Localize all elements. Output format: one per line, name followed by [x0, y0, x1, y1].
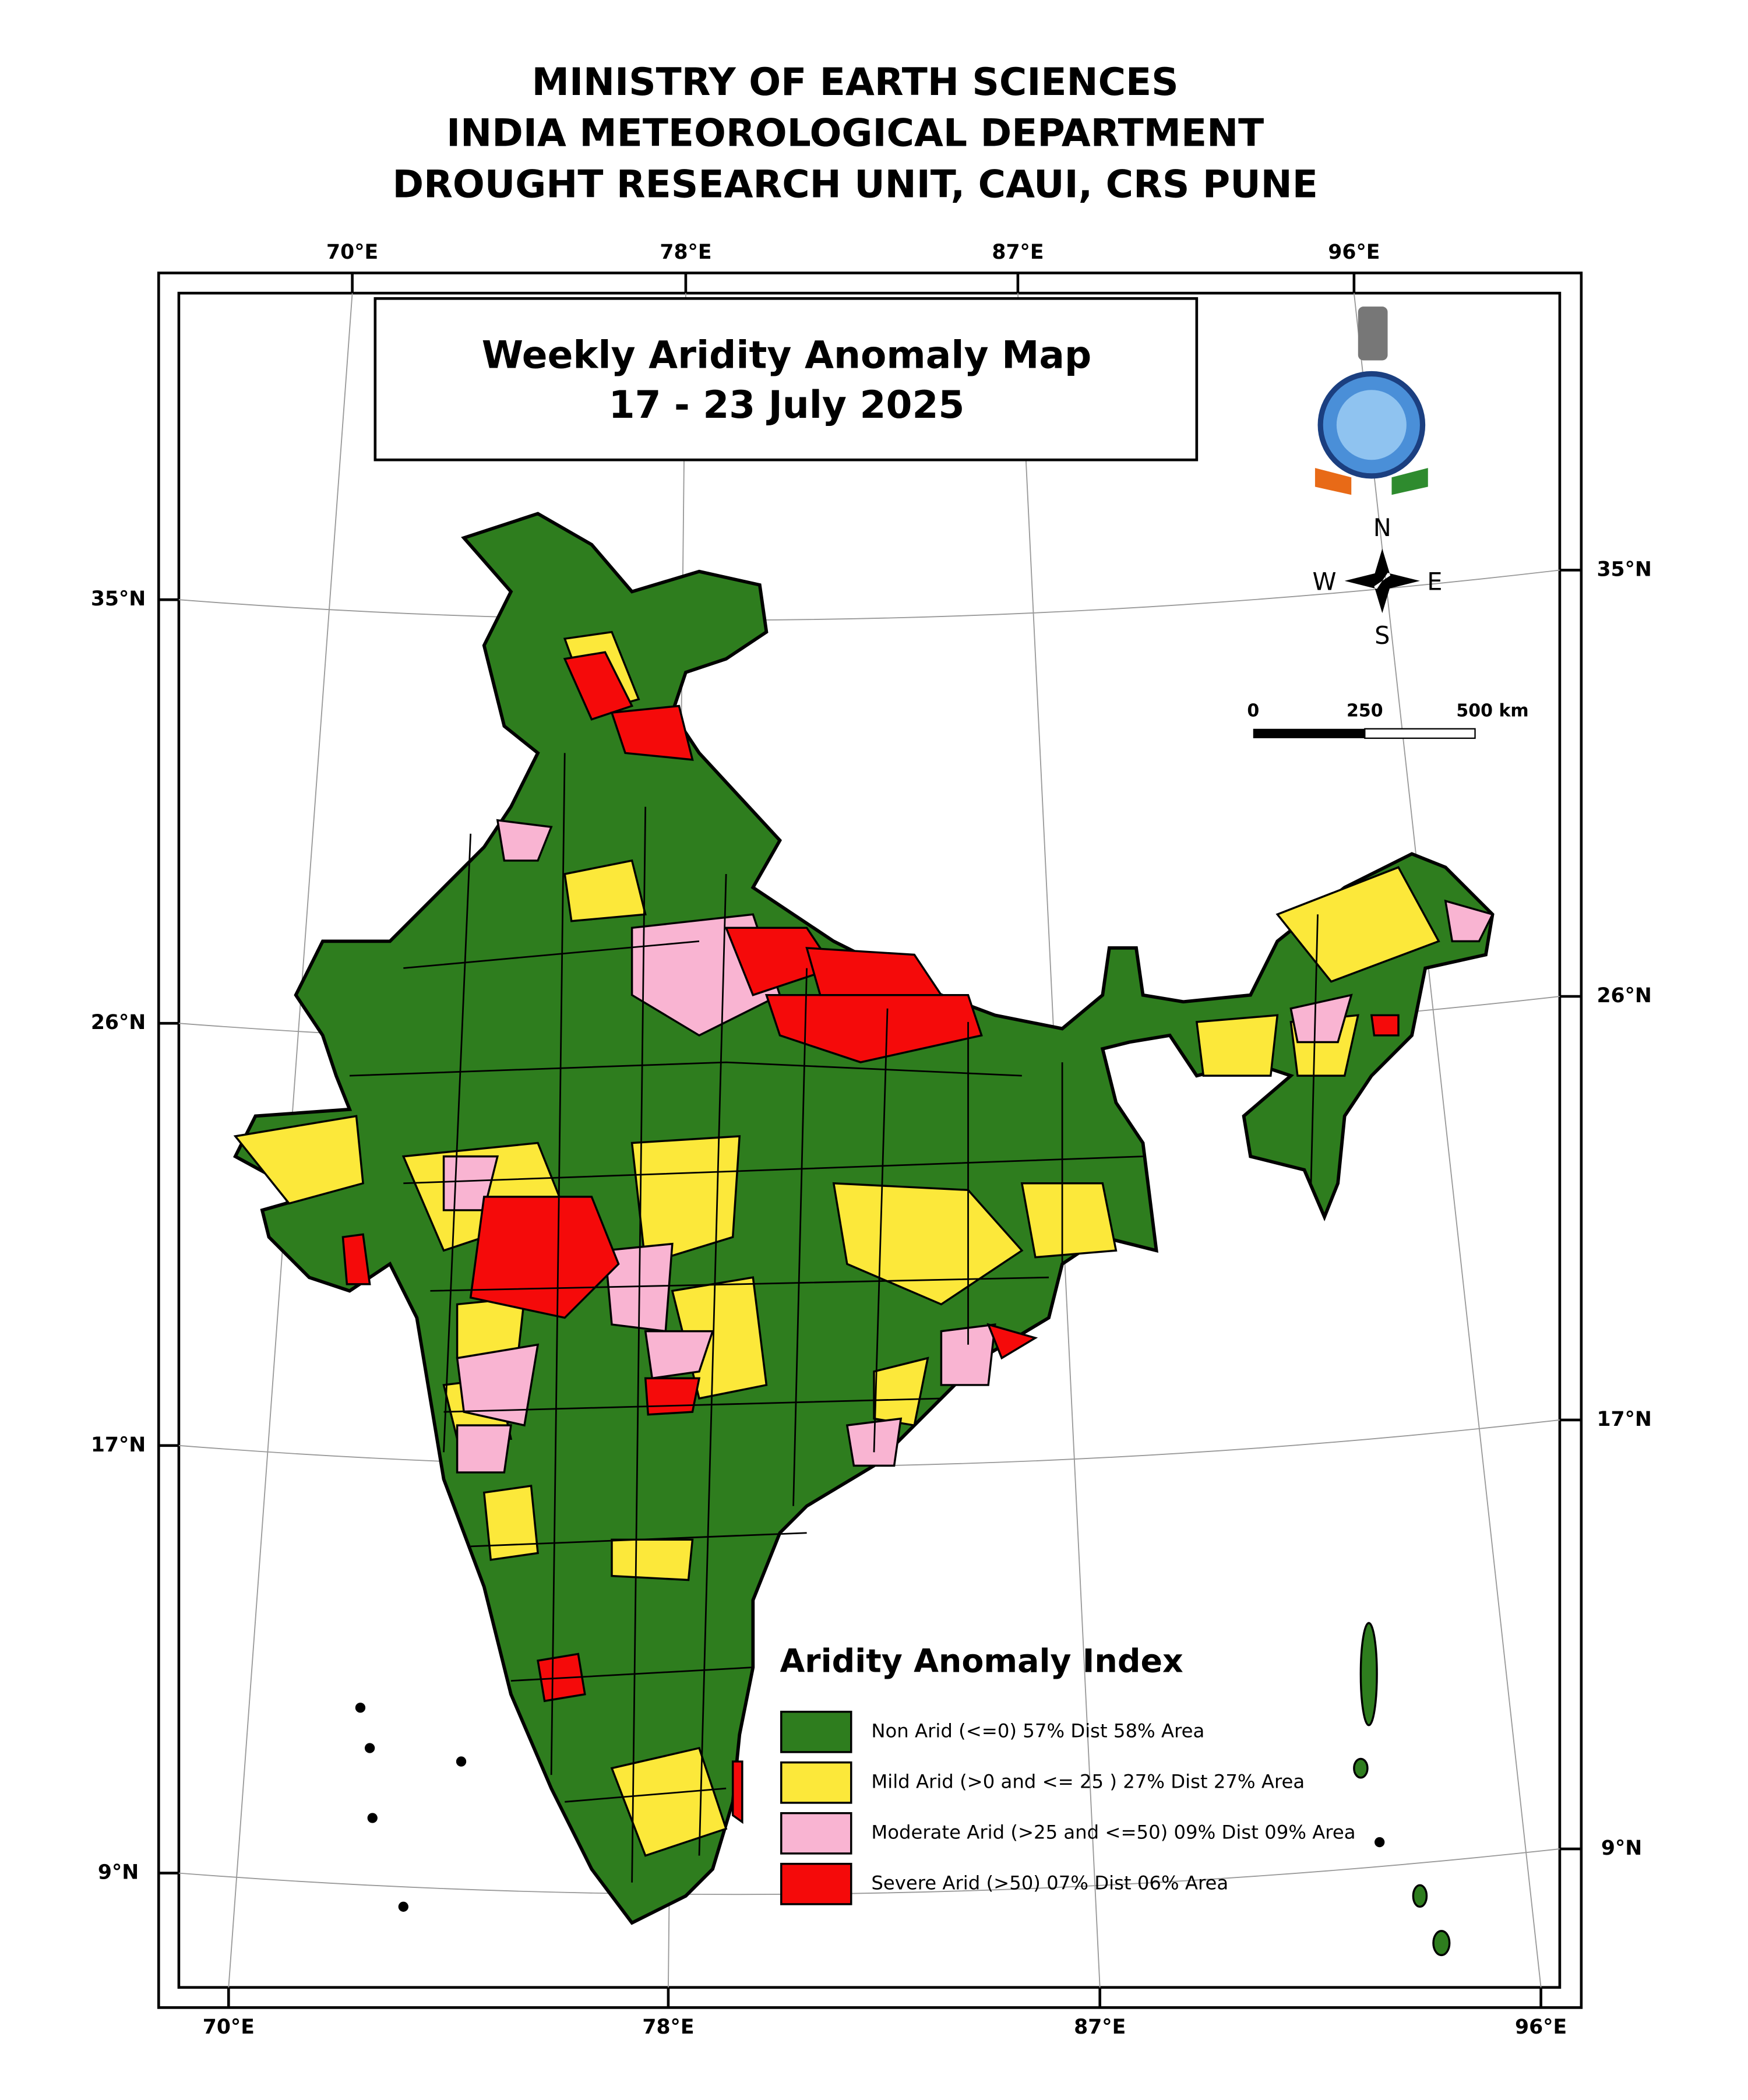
- legend-label: Severe Arid (>50) 07% Dist 06% Area: [871, 1872, 1228, 1894]
- coordinate-label: 70°E: [326, 241, 378, 264]
- scale-bar: 0 250 500 km: [1247, 700, 1529, 739]
- legend-swatch: [780, 1862, 852, 1905]
- coordinate-label: 9°N: [98, 1861, 139, 1884]
- legend-swatch: [780, 1761, 852, 1804]
- coordinate-label: 35°N: [91, 587, 146, 611]
- legend-label: Moderate Arid (>25 and <=50) 09% Dist 09…: [871, 1821, 1355, 1843]
- legend: Non Arid (<=0) 57% Dist 58% Area Mild Ari…: [780, 1710, 1356, 1905]
- coordinate-label: 17°N: [1597, 1408, 1651, 1431]
- scale-label: 0: [1247, 700, 1259, 721]
- islands: [355, 1622, 1451, 1957]
- legend-label: Mild Arid (>0 and <= 25 ) 27% Dist 27% A…: [871, 1770, 1305, 1792]
- header-line: MINISTRY OF EARTH SCIENCES: [532, 61, 1179, 104]
- district-boundaries: [349, 753, 1319, 1883]
- outer-frame: [157, 272, 1583, 2009]
- compass-e: E: [1427, 568, 1442, 596]
- scale-label: 500 km: [1456, 700, 1528, 721]
- coordinate-label: 17°N: [91, 1433, 146, 1457]
- map-date: 17 - 23 July 2025: [609, 383, 965, 427]
- coordinate-label: 9°N: [1601, 1837, 1642, 1860]
- legend-label: Non Arid (<=0) 57% Dist 58% Area: [871, 1720, 1204, 1742]
- legend-swatch: [780, 1710, 852, 1753]
- coordinate-label: 78°E: [660, 241, 711, 264]
- imd-emblem: [1314, 306, 1428, 495]
- header-line: INDIA METEOROLOGICAL DEPARTMENT: [446, 112, 1264, 156]
- coordinate-label: 26°N: [91, 1011, 146, 1034]
- frame-ticks: [158, 273, 1581, 2008]
- coordinate-label: 26°N: [1597, 984, 1651, 1007]
- header-line: DROUGHT RESEARCH UNIT, CAUI, CRS PUNE: [392, 163, 1317, 206]
- map-title: Weekly Aridity Anomaly Map: [482, 333, 1091, 377]
- india-map: [233, 512, 1495, 1957]
- compass-s: S: [1375, 621, 1390, 650]
- coordinate-label: 87°E: [1074, 2016, 1126, 2039]
- legend-swatch: [780, 1812, 852, 1855]
- north-arrow: N S W E: [1313, 513, 1443, 650]
- compass-n: N: [1373, 513, 1391, 542]
- coordinate-label: 96°E: [1515, 2016, 1567, 2039]
- coordinate-label: 35°N: [1597, 558, 1651, 581]
- title-box: [373, 297, 1199, 461]
- legend-title: Aridity Anomaly Index: [780, 1643, 1183, 1680]
- scale-label: 250: [1347, 700, 1383, 721]
- coordinate-label: 87°E: [992, 241, 1044, 264]
- coordinate-label: 70°E: [203, 2016, 255, 2039]
- compass-w: W: [1313, 568, 1337, 596]
- coordinate-label: 96°E: [1328, 241, 1380, 264]
- coordinate-labels: 70°E 78°E 87°E 96°E 70°E 78°E 87°E 96°E 35°N 26°N…: [91, 241, 1652, 2039]
- inner-frame: [177, 291, 1562, 1989]
- coordinate-label: 78°E: [642, 2016, 694, 2039]
